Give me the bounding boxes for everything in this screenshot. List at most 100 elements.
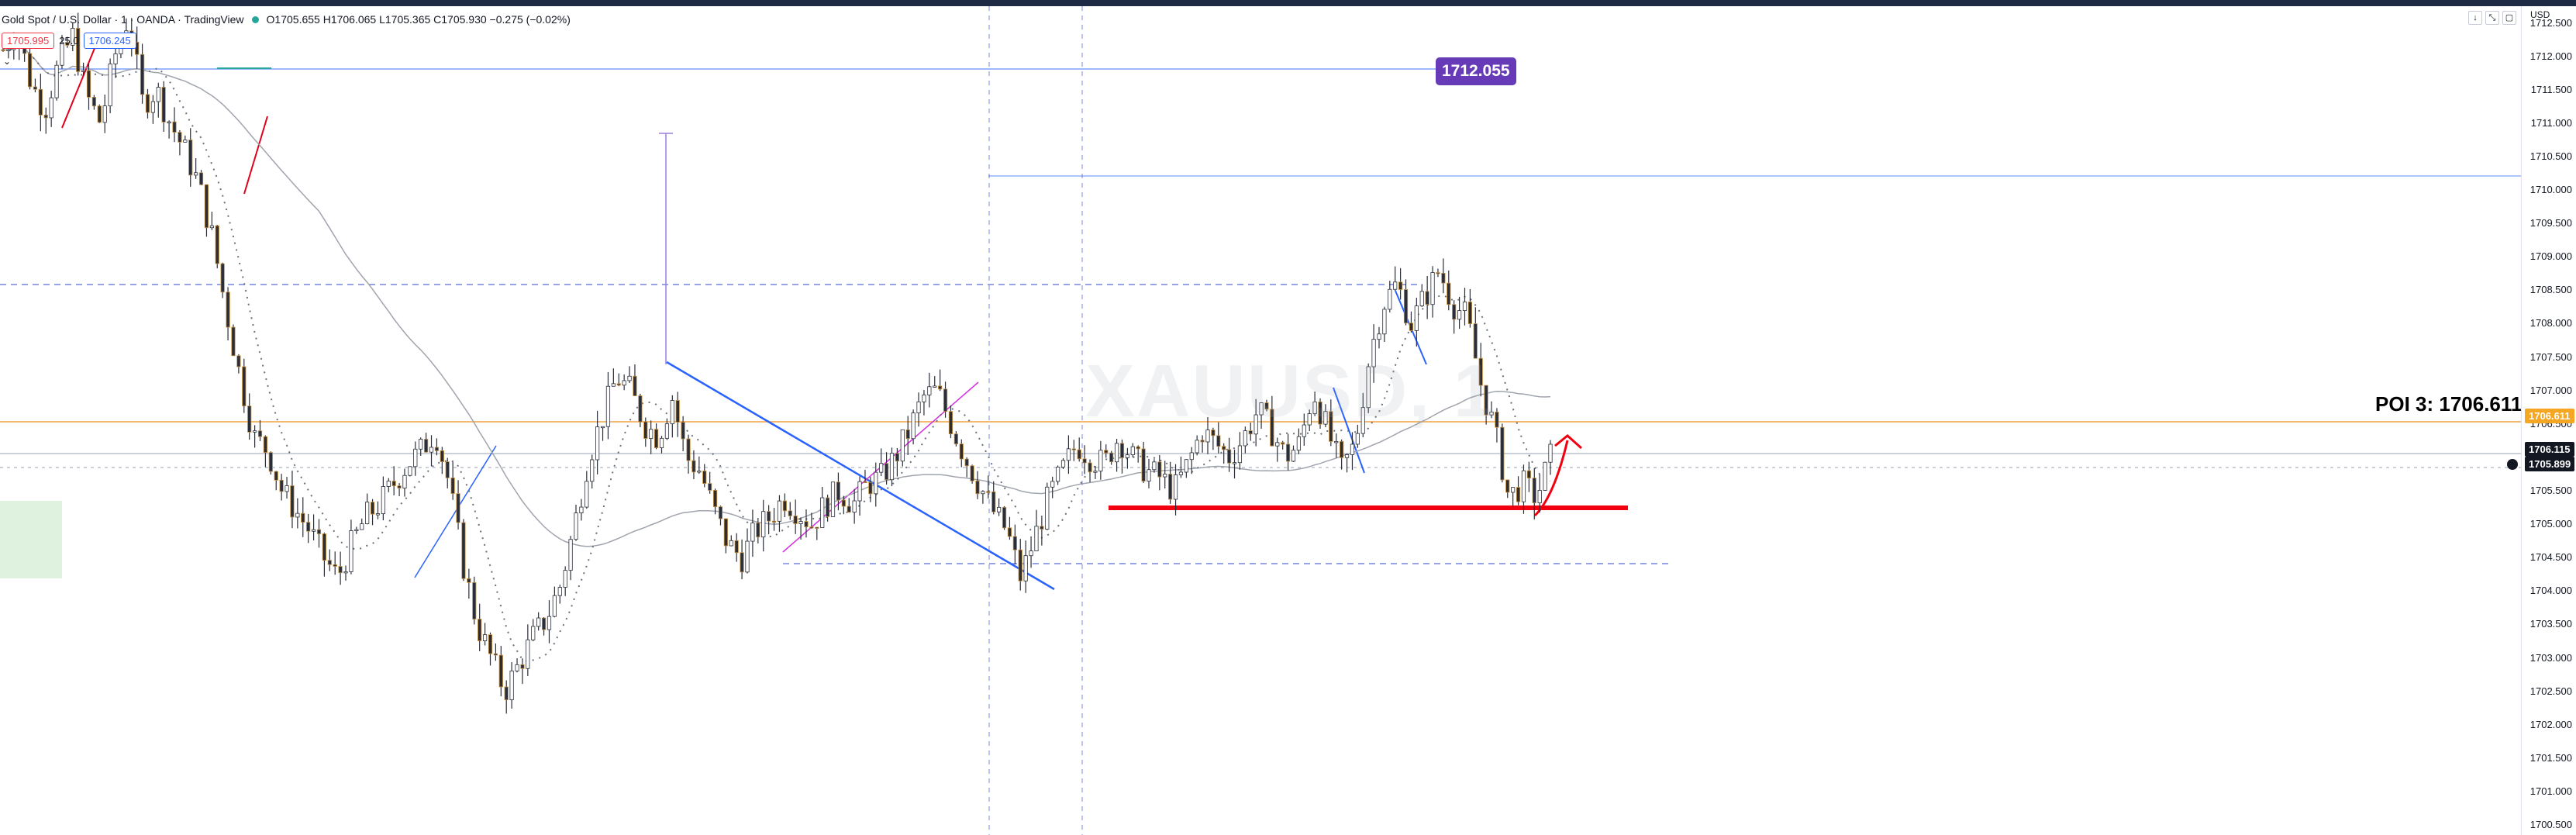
candle-body [279,479,284,492]
candle-body [467,578,471,583]
candle-body [1227,449,1232,464]
candle-body [975,480,980,495]
candle-body [1152,461,1157,471]
candle-body [1055,467,1060,482]
candle-body [419,439,423,450]
candle-body [1521,470,1526,502]
candle-body [54,64,59,98]
candle-body [1002,506,1007,529]
maximize-icon[interactable]: ▢ [2502,11,2516,25]
candle-body [1489,411,1494,416]
candle-body [1109,452,1114,463]
candle-body [257,430,263,437]
candle-body [1045,486,1050,530]
price-axis-label: 1711.000 [2530,116,2572,129]
symbol-watermark: XAUUSD, 1 [1085,350,1497,433]
level-price-label[interactable]: 1712.055 [1436,57,1516,85]
price-axis-label: 1712.500 [2529,16,2572,29]
candle-body [1071,448,1076,450]
price-axis-label: 1703.000 [2529,651,2572,664]
candle-body [402,474,407,488]
candle-body [381,486,385,514]
candle-body [253,430,257,433]
candle-body [204,184,209,229]
candle-body [874,471,878,495]
poi-label[interactable]: POI 3: 1706.611 [2375,392,2523,416]
candle-body [868,481,873,495]
chevron-down-icon[interactable]: ⌄ [3,56,12,67]
candle-body [450,477,455,494]
candle-body [750,523,755,542]
candle-body [1291,450,1296,462]
symbol-title[interactable]: Gold Spot / U.S. Dollar · 1 · OANDA · Tr… [2,13,244,26]
candle-body [198,172,204,185]
price-axis-label: 1705.500 [2529,485,2572,497]
candle-body [231,326,236,357]
candle-body [1163,474,1167,478]
currency-selector[interactable]: USD [2530,9,2550,20]
candle-body [27,53,33,88]
candle-body [1323,411,1328,425]
price-axis-label: 1702.500 [2529,685,2572,697]
candle-body [370,502,375,515]
candle-body [708,483,712,491]
candle-body [1270,409,1274,447]
candle-body [948,411,953,435]
candle-body [1430,272,1435,305]
candle-body [1082,458,1087,464]
price-tag: 1705.899 [2525,456,2575,471]
candle-body [188,140,193,176]
candle-body [1040,526,1044,530]
candle-body [541,617,547,630]
candle-body [236,355,241,367]
candle-body [429,447,434,453]
collapse-icon[interactable]: ⤡ [2485,11,2499,25]
candle-body [916,401,921,414]
candle-body [397,485,402,488]
candle-body [1403,289,1409,324]
candle-body [557,587,562,596]
candle-body [194,172,198,176]
candle-body [943,388,948,412]
candle-body [1366,366,1371,409]
moving-average-fast [2,46,1551,663]
price-tag: 1706.115 [2525,442,2574,457]
candle-body [268,452,273,472]
candle-body [306,522,311,532]
candle-body [76,28,81,72]
sell-button[interactable]: 1705.995 [2,33,55,49]
candle-body [959,443,964,460]
spread-value: 25.0 [59,35,79,47]
candle-body [360,523,364,530]
candle-body [681,422,685,440]
buy-button[interactable]: 1706.245 [83,33,136,49]
candle-body [1130,446,1135,456]
candle-body [322,533,326,561]
candle-body [6,49,11,51]
candle-body [895,453,899,462]
candle-body [161,87,166,122]
chart-canvas[interactable] [0,6,2576,835]
candle-body [547,616,552,630]
price-axis-label: 1708.500 [2529,284,2572,296]
candle-body [1500,426,1505,481]
price-axis-label: 1708.000 [2529,317,2572,330]
candle-body [1141,448,1146,482]
candle-body [38,88,43,116]
candle-body [788,510,792,516]
candle-body [1211,430,1216,436]
candle-body [970,465,974,481]
red-arrow-head [1554,434,1582,450]
candle-body [290,485,295,518]
candle-body [509,670,514,701]
arrow-down-icon[interactable]: ↓ [2468,11,2482,25]
candle-body [445,461,450,478]
candle-body [413,448,418,468]
candle-body [482,634,488,641]
candle-body [911,412,916,440]
candle-body [734,540,739,554]
symbol-legend[interactable]: Gold Spot / U.S. Dollar · 1 · OANDA · Tr… [2,11,571,28]
candle-body [531,626,536,640]
candle-body [504,686,509,701]
candle-body [71,28,75,46]
